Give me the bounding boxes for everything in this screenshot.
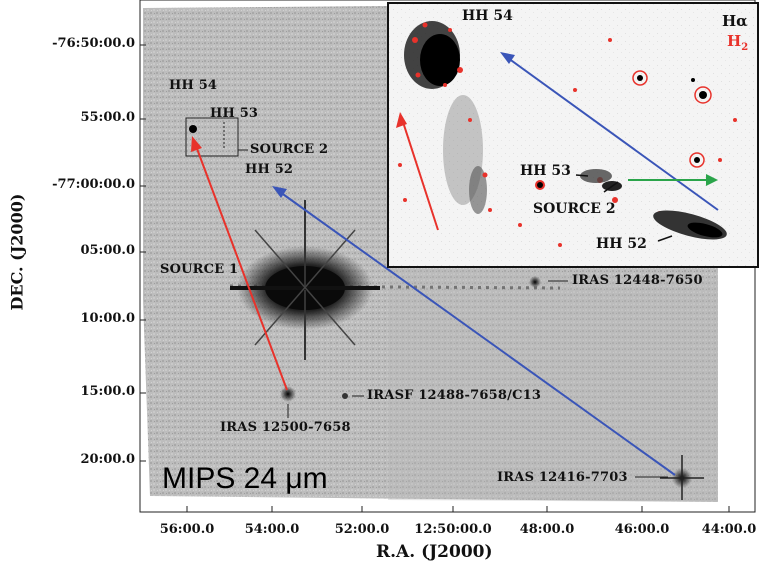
inset-hh54-nebula <box>404 21 487 214</box>
label-irasf-12488: IRASF 12488-7658/C13 <box>367 388 542 403</box>
iras-12448-source <box>529 276 541 288</box>
iras-12416-source <box>660 455 704 500</box>
inset-label-hh52: HH 52 <box>596 236 647 252</box>
blue-outflow-arrow <box>272 186 676 476</box>
label-hh53: HH 53 <box>210 106 259 121</box>
y-axis-title: DEC. (J2000) <box>7 193 27 311</box>
inset-label-source2: SOURCE 2 <box>533 201 616 217</box>
inset-green-arrow <box>628 174 718 186</box>
x-tick-label: 48:00.0 <box>519 522 575 537</box>
y-tick-label: -77:00:00.0 <box>52 177 135 192</box>
x-ticks <box>186 506 730 512</box>
y-tick-label: 55:00.0 <box>80 110 135 125</box>
y-tick-label: 10:00.0 <box>80 311 135 326</box>
inset-legend-h2: H2 <box>727 32 749 53</box>
x-tick-label: 12:50:00.0 <box>414 522 492 537</box>
label-hh52: HH 52 <box>245 162 294 177</box>
inset-red-arrow <box>396 112 439 231</box>
inset-legend-halpha: Hα <box>722 12 748 30</box>
label-iras-12416: IRAS 12416-7703 <box>497 470 628 485</box>
label-hh54: HH 54 <box>169 78 218 93</box>
panel-label: MIPS 24 μm <box>162 462 328 495</box>
label-iras-12448: IRAS 12448-7650 <box>572 273 703 288</box>
x-tick-label: 44:00.0 <box>701 522 757 537</box>
inset-label-hh53: HH 53 <box>520 163 571 179</box>
y-tick-label: 20:00.0 <box>80 452 135 467</box>
label-iras-12500: IRAS 12500-7658 <box>220 420 351 435</box>
y-tick-label: 05:00.0 <box>80 243 135 258</box>
inset-hh52-knots <box>653 210 727 240</box>
red-outflow-arrow <box>191 136 288 391</box>
y-tick-label: -76:50:00.0 <box>52 36 135 51</box>
inset-blue-arrow <box>500 52 719 211</box>
x-tick-label: 56:00.0 <box>159 522 215 537</box>
mosaic-lower-right <box>388 268 718 502</box>
y-ticks <box>140 44 146 462</box>
x-tick-label: 46:00.0 <box>614 522 670 537</box>
y-tick-label: 15:00.0 <box>80 384 135 399</box>
label-source1: SOURCE 1 <box>160 262 239 277</box>
x-tick-label: 52:00.0 <box>334 522 390 537</box>
iras-12500-source <box>280 386 296 402</box>
source1-blob <box>230 200 380 360</box>
mips-mosaic <box>143 6 718 502</box>
inset-label-hh54: HH 54 <box>462 8 513 24</box>
x-axis-title: R.A. (J2000) <box>376 542 493 562</box>
inset-stars <box>537 70 712 188</box>
annotation-leaders <box>238 149 668 478</box>
inset-leaders <box>575 174 673 242</box>
x-tick-label: 54:00.0 <box>244 522 300 537</box>
label-source2: SOURCE 2 <box>250 142 329 157</box>
irasf-12488-source <box>342 393 348 399</box>
hh54-spot <box>189 125 197 133</box>
hh-region-box <box>185 117 239 157</box>
